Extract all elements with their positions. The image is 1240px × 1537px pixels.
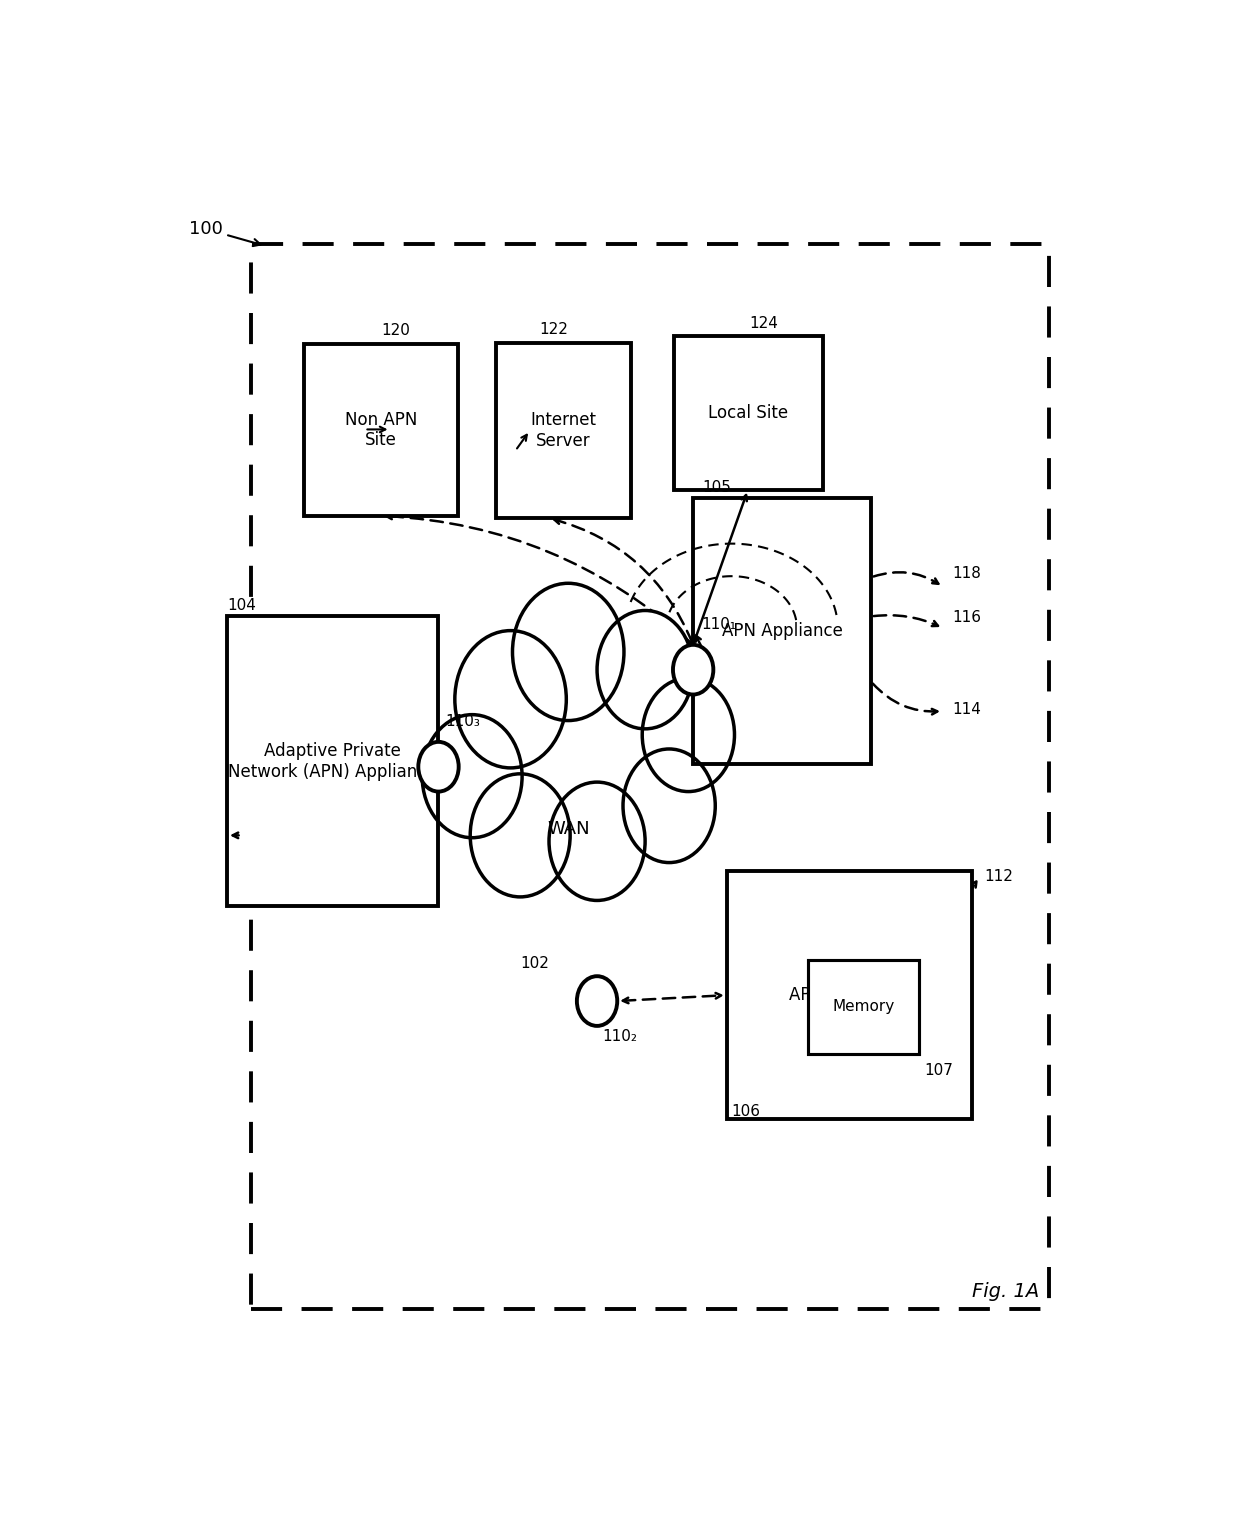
Text: 114: 114 [952, 702, 982, 716]
Text: 122: 122 [539, 323, 568, 337]
Text: 110₁: 110₁ [701, 616, 735, 632]
Text: 120: 120 [381, 323, 409, 338]
Bar [304, 344, 458, 516]
Ellipse shape [472, 681, 683, 824]
Circle shape [455, 630, 567, 768]
Text: Internet
Server: Internet Server [531, 412, 596, 450]
Text: Fig. 1A: Fig. 1A [972, 1282, 1039, 1300]
Text: Adaptive Private
Network (APN) Appliance: Adaptive Private Network (APN) Appliance [228, 742, 436, 781]
Circle shape [598, 610, 693, 729]
Text: 100: 100 [188, 220, 260, 246]
Bar [227, 616, 439, 907]
Text: 107: 107 [924, 1062, 954, 1077]
Circle shape [512, 583, 624, 721]
Text: Memory: Memory [832, 999, 895, 1014]
Circle shape [418, 742, 459, 792]
Circle shape [673, 646, 713, 695]
Text: 110₃: 110₃ [445, 713, 480, 729]
Text: APN Appliance: APN Appliance [789, 987, 910, 1004]
Circle shape [622, 749, 715, 862]
Circle shape [422, 715, 522, 838]
Bar [808, 959, 919, 1054]
Text: 105: 105 [703, 480, 732, 495]
Circle shape [470, 773, 570, 898]
Text: 112: 112 [985, 870, 1013, 884]
Text: 110₂: 110₂ [601, 1028, 637, 1044]
Text: 116: 116 [952, 610, 982, 624]
Bar [496, 343, 631, 518]
Text: Local Site: Local Site [708, 404, 789, 421]
Circle shape [577, 976, 618, 1025]
Bar [675, 337, 823, 490]
Bar [727, 871, 972, 1119]
Bar [693, 498, 870, 764]
Text: Non APN
Site: Non APN Site [345, 410, 417, 449]
Text: APN Appliance: APN Appliance [722, 622, 842, 641]
Circle shape [549, 782, 645, 901]
Bar [250, 243, 1049, 1310]
Text: WAN: WAN [547, 821, 589, 839]
Text: 124: 124 [749, 317, 777, 330]
Text: 106: 106 [732, 1105, 760, 1119]
Text: 104: 104 [227, 598, 255, 613]
Text: 118: 118 [952, 566, 982, 581]
Circle shape [642, 678, 734, 792]
Text: 102: 102 [521, 956, 549, 971]
